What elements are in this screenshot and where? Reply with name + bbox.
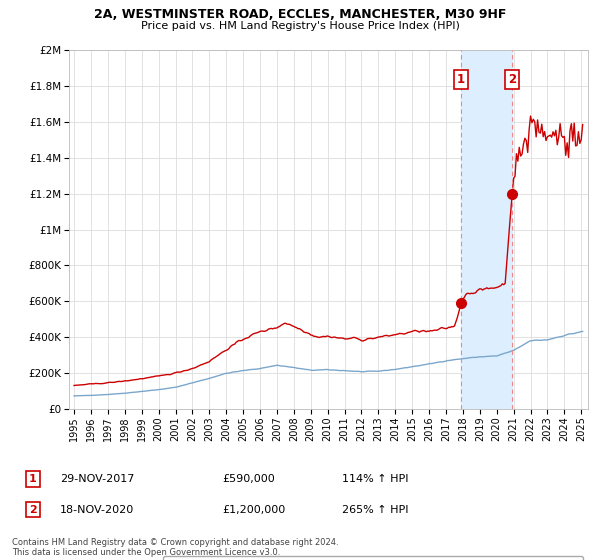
Text: 1: 1 xyxy=(29,474,37,484)
Text: Price paid vs. HM Land Registry's House Price Index (HPI): Price paid vs. HM Land Registry's House … xyxy=(140,21,460,31)
Text: 1: 1 xyxy=(457,73,465,86)
Text: 18-NOV-2020: 18-NOV-2020 xyxy=(60,505,134,515)
Text: 2A, WESTMINSTER ROAD, ECCLES, MANCHESTER, M30 9HF: 2A, WESTMINSTER ROAD, ECCLES, MANCHESTER… xyxy=(94,8,506,21)
Text: 265% ↑ HPI: 265% ↑ HPI xyxy=(342,505,409,515)
Text: Contains HM Land Registry data © Crown copyright and database right 2024.
This d: Contains HM Land Registry data © Crown c… xyxy=(12,538,338,557)
Text: 114% ↑ HPI: 114% ↑ HPI xyxy=(342,474,409,484)
Text: £1,200,000: £1,200,000 xyxy=(222,505,285,515)
Text: £590,000: £590,000 xyxy=(222,474,275,484)
Text: 29-NOV-2017: 29-NOV-2017 xyxy=(60,474,134,484)
Text: 2: 2 xyxy=(29,505,37,515)
Text: 2: 2 xyxy=(508,73,516,86)
Bar xyxy=(461,50,512,409)
Legend: 2A, WESTMINSTER ROAD, ECCLES, MANCHESTER, M30 9HF (detached house), HPI: Average: 2A, WESTMINSTER ROAD, ECCLES, MANCHESTER… xyxy=(163,556,583,560)
